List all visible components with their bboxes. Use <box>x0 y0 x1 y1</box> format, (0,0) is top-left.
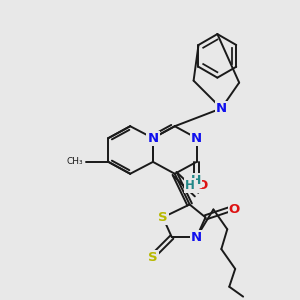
Text: S: S <box>148 251 158 265</box>
Text: O: O <box>229 203 240 216</box>
Text: H: H <box>185 179 195 192</box>
Text: CH₃: CH₃ <box>67 158 84 166</box>
Text: N: N <box>191 231 202 244</box>
Text: N: N <box>147 132 158 145</box>
Text: O: O <box>196 179 207 192</box>
Text: H: H <box>190 174 201 187</box>
Text: N: N <box>191 132 202 145</box>
Text: S: S <box>158 211 168 224</box>
Text: N: N <box>216 102 227 115</box>
